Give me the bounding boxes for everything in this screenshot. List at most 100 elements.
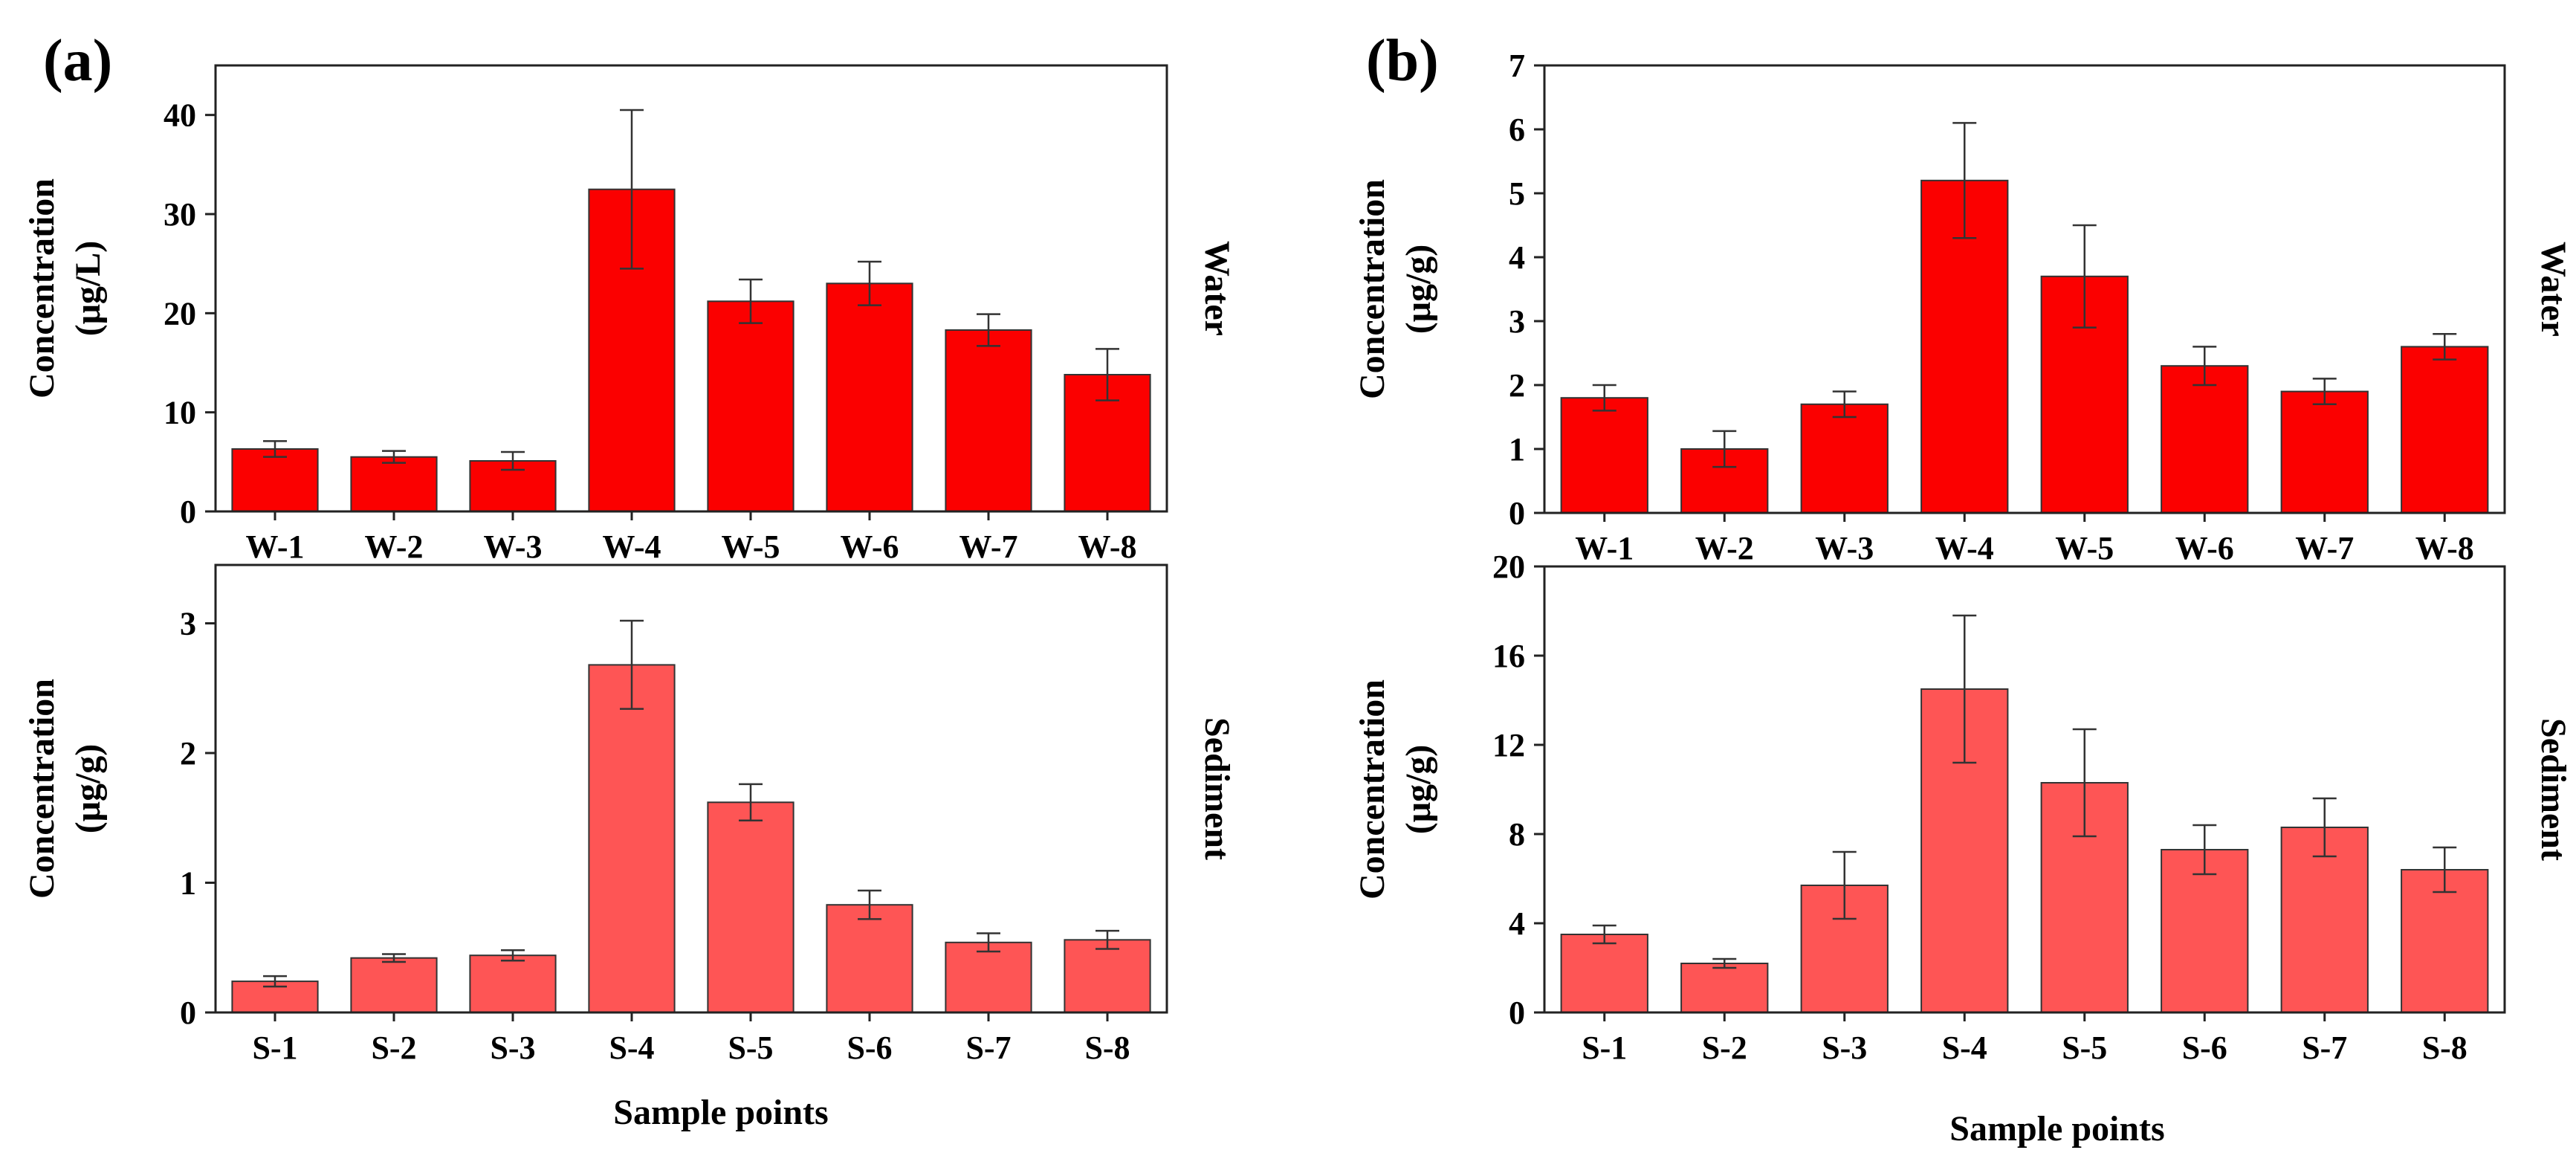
y-axis-title-line: (μg/g) (68, 744, 108, 834)
bar-s-2 (1680, 963, 1769, 1013)
bar-s-1 (1560, 934, 1648, 1013)
bar-s-7 (2280, 827, 2369, 1013)
x-tick-label: S-7 (965, 1030, 1011, 1066)
side-label-sediment: Sediment (1197, 717, 1237, 860)
panel-a-letter: (a) (43, 28, 112, 94)
panel-b-letter: (b) (1366, 28, 1439, 94)
y-axis-title: Concentration (μg/g) (1353, 679, 1438, 899)
y-tick-label: 10 (164, 395, 196, 431)
x-tick-label: S-7 (2302, 1030, 2347, 1066)
plot-frame (214, 64, 1168, 513)
x-tick-label: S-5 (728, 1030, 773, 1066)
y-tick-label: 4 (1509, 239, 1525, 276)
y-tick-label: 16 (1492, 638, 1525, 674)
bar-w-1 (1560, 397, 1648, 514)
x-tick-label: W-2 (1695, 530, 1754, 566)
bar-s-3 (469, 954, 557, 1013)
bar-w-7 (2280, 390, 2369, 514)
bar-w-5 (707, 300, 795, 512)
y-tick-label: 3 (180, 606, 196, 642)
panel-b-xlabel: Sample points (1949, 1109, 2164, 1148)
bar-w-6 (826, 282, 913, 512)
x-tick-label: S-8 (2422, 1030, 2467, 1066)
x-tick-label: W-6 (840, 529, 899, 565)
y-tick-label: 5 (1509, 175, 1525, 212)
x-tick-label: W-4 (602, 529, 661, 565)
y-tick-label: 2 (1509, 367, 1525, 404)
x-tick-label: W-6 (2175, 530, 2234, 566)
y-tick-label: 0 (180, 995, 196, 1031)
y-tick-label: 8 (1509, 816, 1525, 853)
x-tick-label: W-5 (721, 529, 780, 565)
y-tick-label: 12 (1492, 727, 1525, 763)
x-tick-label: S-1 (1582, 1030, 1627, 1066)
y-tick-label: 4 (1509, 905, 1525, 942)
bar-w-8 (2401, 346, 2489, 514)
y-tick-label: 20 (164, 295, 196, 332)
bar-s-7 (945, 941, 1032, 1014)
y-tick-label: 1 (180, 865, 196, 902)
x-tick-label: S-4 (609, 1030, 654, 1066)
x-tick-label: S-1 (252, 1030, 297, 1066)
y-tick-label: 0 (1509, 495, 1525, 532)
y-axis-title-line: Concentration (22, 679, 62, 899)
bar-w-7 (945, 329, 1032, 512)
bar-s-4 (588, 664, 676, 1014)
chart-a-sediment: S-1 S-2 S-3 S-4 S-5 S-6 S-7 S-8 0 1 2 3 Concentratio… (22, 563, 1237, 1066)
x-tick-label: W-3 (483, 529, 542, 565)
y-tick-label: 6 (1509, 112, 1525, 148)
y-tick-label: 3 (1509, 303, 1525, 340)
x-tick-label: W-4 (1935, 530, 1994, 566)
y-axis-title: Concentration (μg/g) (22, 679, 108, 899)
x-tick-label: W-8 (2415, 530, 2474, 566)
x-tick-label: W-7 (959, 529, 1017, 565)
x-tick-label: W-1 (245, 529, 304, 565)
bar-s-8 (2401, 869, 2489, 1013)
chart-b-sediment: S-1 S-2 S-3 S-4 S-5 S-6 S-7 S-8 0 4 8 12 16 20 Concent… (1353, 549, 2573, 1066)
x-tick-label: W-7 (2295, 530, 2354, 566)
y-axis-title-line: (μg/g) (1399, 745, 1438, 835)
x-tick-label: S-6 (2182, 1030, 2227, 1066)
x-tick-label: S-2 (371, 1030, 416, 1066)
side-label-water: Water (2534, 242, 2573, 337)
bar-s-2 (350, 957, 438, 1013)
x-tick-label: W-5 (2055, 530, 2114, 566)
y-tick-label: 30 (164, 196, 196, 233)
y-tick-label: 7 (1509, 48, 1525, 84)
x-tick-label: S-6 (847, 1030, 892, 1066)
chart-a-water: W-1 W-2 W-3 W-4 W-5 W-6 W-7 W-8 0 10 20 30 40 Concent… (22, 64, 1237, 565)
x-tick-label: W-3 (1815, 530, 1874, 566)
side-label-sediment: Sediment (2534, 718, 2573, 861)
plot-frame (1543, 565, 2506, 1014)
y-tick-label: 20 (1492, 549, 1525, 585)
x-tick-label: S-4 (1942, 1030, 1987, 1066)
bar-s-5 (707, 801, 795, 1014)
y-axis-title-line: (μg/g) (1399, 245, 1438, 335)
x-tick-label: W-2 (364, 529, 423, 565)
bar-s-8 (1064, 939, 1151, 1014)
y-axis-title: Concentration (μg/g) (1353, 179, 1438, 399)
y-axis-title-line: Concentration (1353, 179, 1392, 399)
y-tick-label: 1 (1509, 431, 1525, 468)
x-tick-label: S-3 (1822, 1030, 1867, 1066)
x-tick-label: W-8 (1078, 529, 1136, 565)
y-axis-title: Concentration (μg/L) (22, 178, 108, 398)
x-tick-label: S-5 (2062, 1030, 2107, 1066)
panel-a-xlabel: Sample points (613, 1093, 828, 1132)
bar-w-6 (2161, 365, 2249, 514)
y-tick-label: 0 (180, 494, 196, 530)
y-axis-title-line: (μg/L) (68, 241, 108, 337)
bar-s-6 (2161, 849, 2249, 1013)
x-tick-label: S-8 (1084, 1030, 1130, 1066)
y-tick-label: 0 (1509, 995, 1525, 1031)
x-tick-label: W-1 (1575, 530, 1634, 566)
bar-w-2 (350, 456, 438, 513)
x-tick-label: S-3 (490, 1030, 535, 1066)
side-label-water: Water (1197, 241, 1237, 336)
plot-frame (1543, 64, 2506, 514)
chart-b-water: W-1 W-2 W-3 W-4 W-5 W-6 W-7 W-8 0 1 2 3 4 5 6 7 Concentr… (1353, 48, 2573, 566)
y-axis-title-line: Concentration (1353, 679, 1392, 899)
y-tick-label: 40 (164, 97, 196, 134)
bar-w-1 (231, 448, 319, 512)
